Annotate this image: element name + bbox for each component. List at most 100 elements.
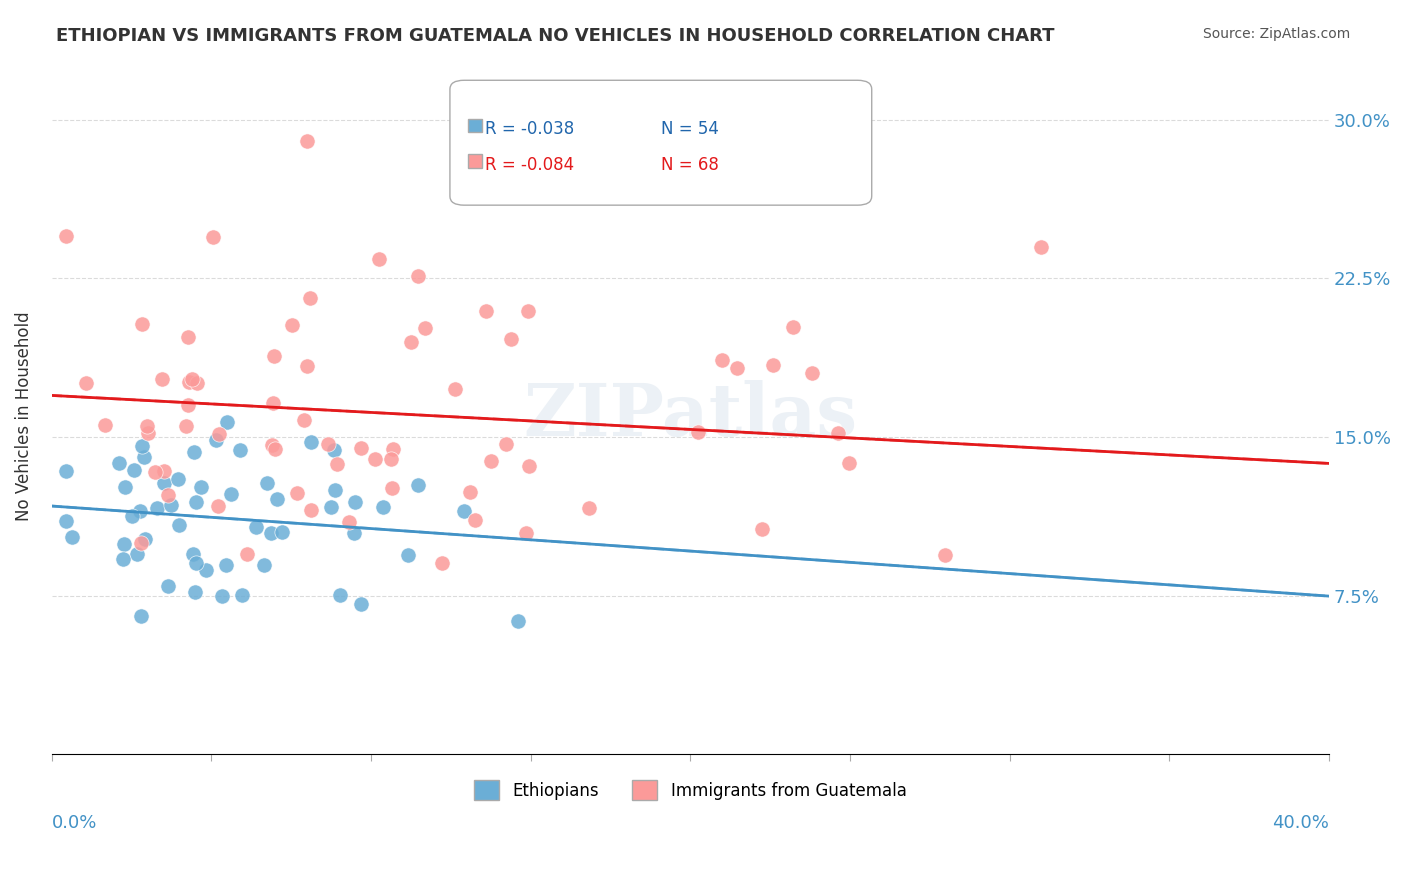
Point bbox=[299, 503, 322, 517]
Point bbox=[464, 513, 486, 527]
Point bbox=[266, 492, 288, 507]
Point bbox=[176, 419, 198, 434]
Point bbox=[343, 495, 366, 509]
Point bbox=[215, 558, 238, 573]
Point bbox=[160, 498, 183, 512]
Point bbox=[131, 317, 153, 331]
Point bbox=[134, 450, 156, 464]
Point bbox=[271, 525, 294, 540]
Point bbox=[380, 451, 402, 466]
Point bbox=[194, 563, 217, 577]
Point bbox=[122, 463, 145, 477]
Text: N = 54: N = 54 bbox=[661, 120, 718, 138]
Point bbox=[235, 547, 257, 561]
Point bbox=[135, 418, 157, 433]
Text: 40.0%: 40.0% bbox=[1272, 814, 1329, 831]
Point bbox=[264, 442, 287, 456]
Point bbox=[343, 526, 366, 541]
Point bbox=[321, 500, 343, 514]
Point bbox=[167, 471, 190, 485]
Point bbox=[371, 500, 394, 514]
Point bbox=[710, 353, 733, 368]
Point bbox=[157, 579, 180, 593]
Point bbox=[211, 589, 233, 603]
Point bbox=[751, 522, 773, 536]
Point bbox=[515, 525, 537, 540]
Point bbox=[184, 494, 207, 508]
Point bbox=[406, 477, 429, 491]
Point bbox=[156, 488, 179, 502]
Point bbox=[337, 515, 360, 529]
Point bbox=[180, 372, 202, 386]
Point bbox=[134, 533, 156, 547]
Point bbox=[150, 372, 173, 386]
Point bbox=[453, 504, 475, 518]
Point bbox=[686, 425, 709, 439]
Point bbox=[186, 376, 208, 390]
Point bbox=[460, 484, 482, 499]
Point bbox=[262, 395, 284, 409]
Point bbox=[184, 585, 207, 599]
Point bbox=[350, 441, 373, 455]
Point bbox=[827, 426, 849, 441]
Point bbox=[295, 359, 318, 373]
Text: R = -0.084: R = -0.084 bbox=[485, 156, 574, 174]
Point bbox=[207, 499, 229, 513]
Point bbox=[55, 464, 77, 478]
Point bbox=[177, 398, 200, 412]
Point bbox=[167, 517, 190, 532]
Point bbox=[481, 453, 503, 467]
Point bbox=[444, 382, 467, 396]
Point bbox=[75, 376, 97, 390]
Point bbox=[183, 444, 205, 458]
Point bbox=[299, 291, 322, 305]
Point bbox=[430, 556, 453, 570]
Point bbox=[152, 475, 174, 490]
Point bbox=[129, 536, 152, 550]
Point bbox=[381, 481, 404, 495]
Point bbox=[111, 551, 134, 566]
Point bbox=[508, 614, 530, 628]
Point bbox=[231, 588, 253, 602]
Point bbox=[55, 229, 77, 244]
Point bbox=[363, 451, 385, 466]
Point bbox=[406, 268, 429, 283]
Point bbox=[152, 464, 174, 478]
Point bbox=[125, 547, 148, 561]
Text: R = -0.038: R = -0.038 bbox=[485, 120, 574, 138]
Point bbox=[762, 358, 785, 372]
Text: ETHIOPIAN VS IMMIGRANTS FROM GUATEMALA NO VEHICLES IN HOUSEHOLD CORRELATION CHAR: ETHIOPIAN VS IMMIGRANTS FROM GUATEMALA N… bbox=[56, 27, 1054, 45]
Point bbox=[295, 134, 318, 148]
Point bbox=[190, 480, 212, 494]
Point bbox=[292, 413, 315, 427]
Point bbox=[129, 608, 152, 623]
Point bbox=[112, 537, 135, 551]
Point bbox=[399, 334, 422, 349]
Point bbox=[146, 500, 169, 515]
Point bbox=[396, 548, 419, 562]
Point bbox=[260, 526, 283, 541]
Point bbox=[316, 437, 339, 451]
Point bbox=[725, 360, 748, 375]
Text: N = 68: N = 68 bbox=[661, 156, 718, 174]
Point bbox=[329, 588, 352, 602]
Point bbox=[108, 456, 131, 470]
Point bbox=[215, 416, 238, 430]
Point bbox=[121, 508, 143, 523]
Point bbox=[326, 457, 349, 471]
Point bbox=[114, 480, 136, 494]
Point bbox=[228, 442, 250, 457]
Point bbox=[323, 483, 346, 497]
Text: 0.0%: 0.0% bbox=[52, 814, 97, 831]
Point bbox=[262, 438, 284, 452]
Legend: Ethiopians, Immigrants from Guatemala: Ethiopians, Immigrants from Guatemala bbox=[467, 773, 912, 807]
Point bbox=[219, 487, 242, 501]
Point bbox=[801, 367, 824, 381]
Point bbox=[413, 321, 436, 335]
Point bbox=[349, 597, 371, 611]
Point bbox=[1031, 240, 1053, 254]
Point bbox=[499, 332, 522, 346]
Point bbox=[285, 486, 308, 500]
Point bbox=[782, 319, 804, 334]
Point bbox=[60, 530, 83, 544]
